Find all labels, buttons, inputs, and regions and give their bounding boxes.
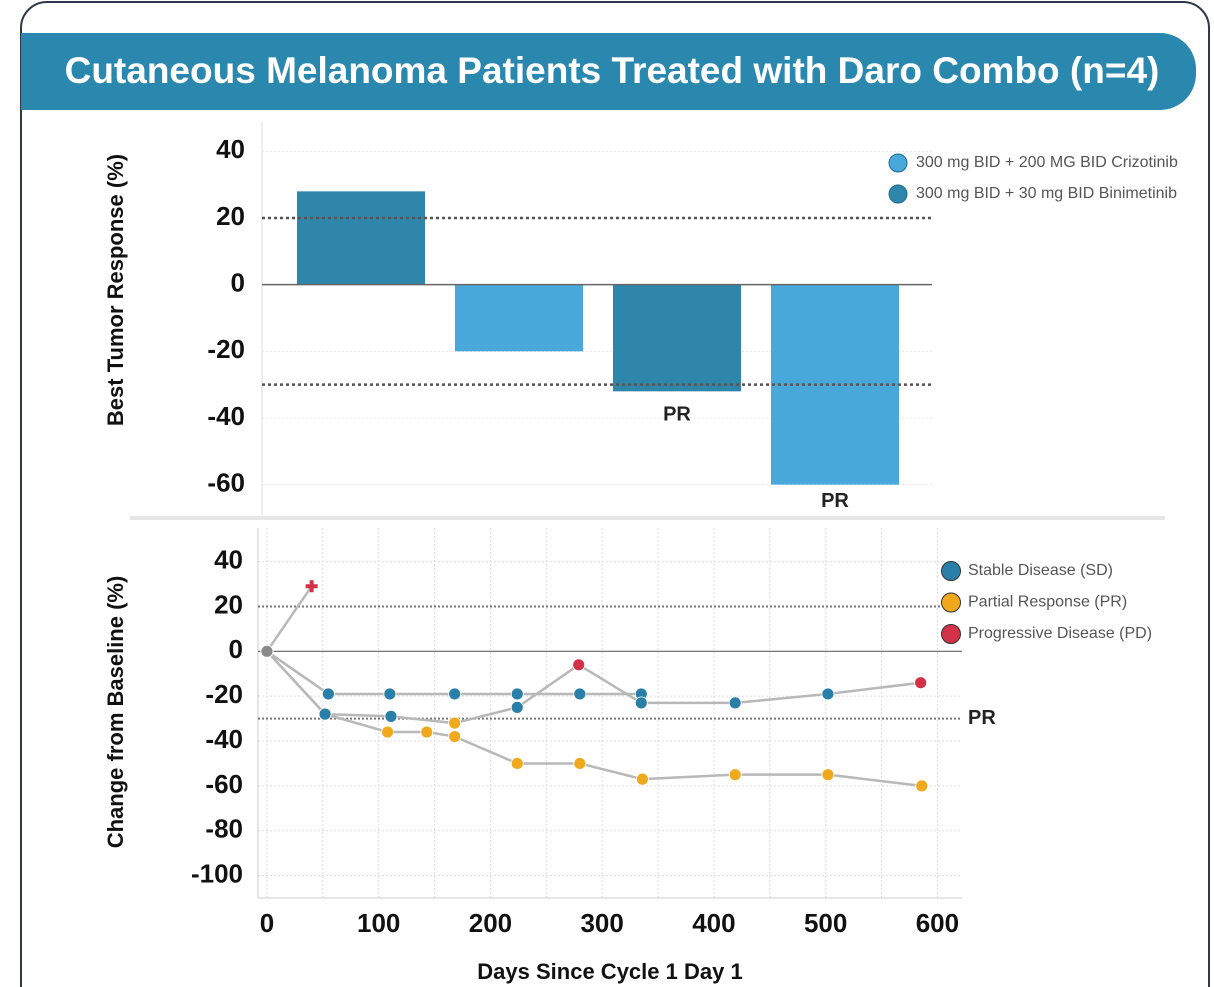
point (318, 707, 332, 721)
bar-annotation: PR (821, 490, 849, 512)
y-tick-label: 20 (216, 201, 245, 231)
y-tick-label: 20 (214, 589, 243, 619)
point (821, 768, 835, 782)
x-tick-label: 600 (916, 908, 959, 938)
y-axis-label: Best Tumor Response (%) (103, 154, 128, 426)
point (915, 779, 929, 793)
bar-annotation: PR (663, 403, 691, 425)
legend-swatch (888, 184, 908, 204)
point (448, 687, 462, 701)
point (321, 687, 335, 701)
point (573, 757, 587, 770)
point (260, 644, 274, 658)
bar (455, 284, 583, 352)
y-tick-label: -80 (205, 814, 243, 844)
series-line (266, 650, 921, 725)
point (510, 757, 524, 770)
x-tick-label: 100 (357, 908, 400, 938)
legend-label: 300 mg BID + 200 MG BID Crizotinib (916, 154, 1178, 171)
legend-swatch (941, 592, 961, 613)
x-tick-label: 200 (469, 908, 512, 938)
x-tick-label: 400 (692, 908, 735, 938)
point (914, 676, 928, 690)
bar (297, 191, 425, 285)
point (634, 696, 648, 710)
x-axis-label: Days Since Cycle 1 Day 1 (477, 959, 742, 984)
point (510, 700, 524, 714)
y-tick-label: -60 (207, 468, 245, 498)
y-tick-label: -20 (207, 334, 245, 364)
frame (20, 1, 1210, 987)
y-tick-label: -20 (205, 679, 243, 709)
legend-swatch (941, 561, 961, 581)
point (510, 687, 524, 701)
y-tick-label: -100 (191, 858, 243, 888)
point (728, 696, 742, 710)
legend-swatch (888, 153, 908, 173)
point (572, 658, 586, 672)
legend-label: Partial Response (PR) (968, 594, 1127, 611)
title-banner (21, 33, 1196, 110)
y-axis-label: Change from Baseline (%) (103, 576, 128, 849)
reference-label: PR (968, 707, 996, 729)
y-tick-label: 40 (214, 545, 243, 575)
y-tick-label: -60 (205, 769, 243, 799)
x-tick-label: 300 (580, 908, 623, 938)
point (636, 772, 649, 786)
legend-label: Progressive Disease (PD) (968, 625, 1152, 642)
y-tick-label: -40 (207, 401, 245, 431)
y-tick-label: 40 (216, 134, 245, 164)
title: Cutaneous Melanoma Patients Treated with… (65, 50, 1160, 91)
x-tick-label: 500 (804, 908, 847, 938)
point (728, 768, 742, 782)
point (420, 725, 434, 739)
point (448, 716, 462, 730)
legend-label: 300 mg BID + 30 mg BID Binimetinib (916, 185, 1177, 202)
point (384, 709, 398, 723)
y-tick-label: -40 (205, 724, 243, 754)
point (821, 687, 835, 701)
bar (613, 284, 741, 392)
point (448, 730, 462, 743)
y-tick-label: 0 (231, 268, 245, 298)
point (381, 725, 395, 739)
legend-swatch (941, 624, 961, 644)
point (383, 687, 397, 701)
x-tick-label: 0 (260, 908, 274, 938)
legend-label: Stable Disease (SD) (968, 562, 1113, 579)
point (573, 687, 587, 701)
series-line (265, 585, 313, 653)
y-tick-label: 0 (229, 634, 243, 664)
point (305, 580, 318, 593)
